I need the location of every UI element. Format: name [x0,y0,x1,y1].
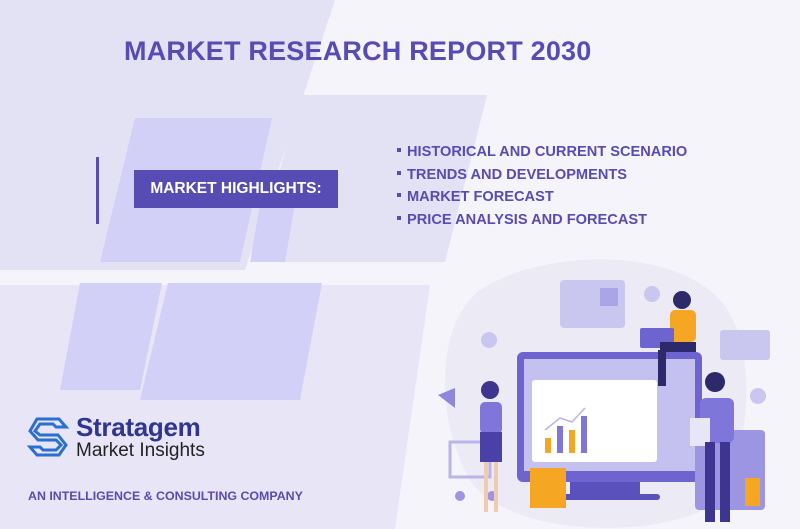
logo-brand: Stratagem [76,412,201,442]
megaphone-icon [438,388,455,408]
shopping-bag-icon [530,468,566,508]
marketing-illustration [438,259,770,528]
stratagem-logo-icon [26,417,70,457]
cart-card-icon [560,280,625,328]
play-bubble-icon [481,332,497,348]
page-title: MARKET RESEARCH REPORT 2030 [124,36,592,66]
logo: Stratagem Market Insights [26,414,205,460]
bullet-icon [397,193,401,198]
cart-card-icon [720,330,770,360]
highlights-list: HISTORICAL AND CURRENT SCENARIO TRENDS A… [397,141,687,231]
chart-window-icon [532,380,657,462]
market-highlights-label: MARKET HIGHLIGHTS: [134,170,338,208]
tagline: AN INTELLIGENCE & CONSULTING COMPANY [28,489,303,503]
list-item: HISTORICAL AND CURRENT SCENARIO [397,141,687,164]
heart-bubble-icon [644,286,660,302]
bullet-icon [397,148,401,153]
like-bubble-icon [750,388,766,404]
man-with-laptop-figure [640,291,696,386]
bullet-icon [397,215,401,220]
list-item: TRENDS AND DEVELOPMENTS [397,164,687,187]
list-item: PRICE ANALYSIS AND FORECAST [397,209,687,232]
list-item: MARKET FORECAST [397,186,687,209]
bullet-icon [397,170,401,175]
man-on-phone-figure [690,372,734,522]
divider-line [96,157,99,224]
logo-sub: Market Insights [76,440,205,461]
woman-figure [480,381,502,512]
